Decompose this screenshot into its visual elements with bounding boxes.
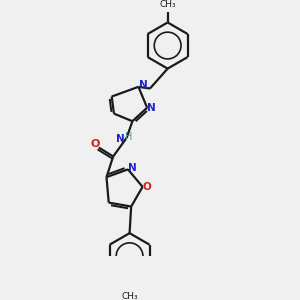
Text: O: O: [91, 139, 100, 149]
Text: CH₃: CH₃: [159, 0, 176, 9]
Text: H: H: [125, 132, 133, 142]
Text: N: N: [147, 103, 156, 113]
Text: CH₃: CH₃: [121, 292, 138, 300]
Text: N: N: [128, 163, 137, 173]
Text: N: N: [116, 134, 125, 145]
Text: O: O: [143, 182, 152, 192]
Text: N: N: [139, 80, 147, 90]
